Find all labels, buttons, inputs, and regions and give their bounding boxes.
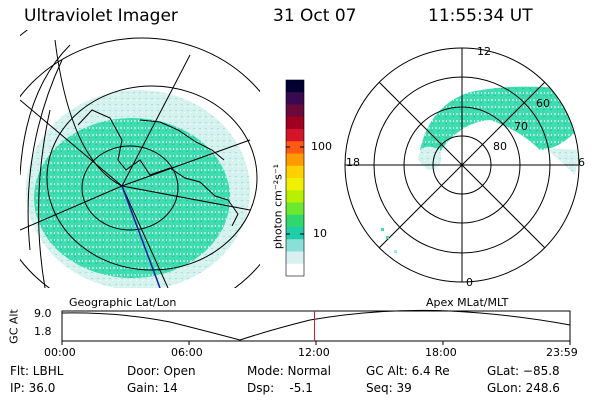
colorbar-segment (286, 80, 304, 93)
info-dsp: Dsp: -5.1 (247, 381, 313, 395)
info-gc-alt: GC Alt: 6.4 Re (366, 364, 450, 378)
lat-circle-mid (46, 85, 258, 271)
terminator-curves (20, 44, 71, 288)
info-glat: GLat: −85.8 (487, 364, 560, 378)
colorbar-segment (286, 129, 304, 142)
timeline-xtick-4: 23:59 (546, 346, 578, 359)
lat-circle-outer (20, 37, 260, 288)
time-label: 11:55:34 UT (428, 6, 533, 26)
colorbar-segment (286, 202, 304, 216)
timeline-xtick-1: 06:00 (171, 346, 203, 359)
colorbar-tick-10: 10 (313, 227, 327, 240)
polar-aurora (420, 86, 579, 152)
polar-map (344, 47, 580, 283)
coastline-2 (139, 119, 225, 161)
geographic-map (20, 30, 260, 288)
altitude-timeline (61, 309, 571, 345)
timeline-ytick-bottom: 1.8 (34, 325, 52, 338)
colorbar (285, 79, 305, 277)
lat-label-60: 60 (536, 97, 550, 110)
date-label: 31 Oct 07 (273, 6, 357, 26)
colorbar-segment (286, 141, 304, 154)
info-filter: Flt: LBHL (10, 364, 64, 378)
info-gain: Gain: 14 (127, 381, 178, 395)
left-aurora-blob (34, 118, 230, 278)
colorbar-segment (286, 263, 304, 277)
info-ip: IP: 36.0 (10, 381, 56, 395)
timeline-xtick-3: 18:00 (425, 346, 457, 359)
info-glon: GLon: 248.6 (487, 381, 560, 395)
colorbar-segment (286, 104, 304, 118)
timeline-xtick-0: 00:00 (44, 346, 76, 359)
colorbar-segment (286, 227, 304, 240)
colorbar-segment (286, 92, 304, 105)
altitude-curve (61, 309, 571, 341)
colorbar-label: photon cm⁻²s⁻¹ (271, 163, 285, 250)
info-seq: Seq: 39 (366, 381, 412, 395)
timeline-xtick-2: 12:00 (298, 346, 330, 359)
colorbar-segment (286, 153, 304, 167)
colorbar-segment (286, 165, 304, 179)
lat-label-80: 80 (493, 140, 507, 153)
colorbar-segment (286, 190, 304, 203)
lat-label-70: 70 (514, 120, 528, 133)
colorbar-segment (286, 116, 304, 130)
timeline-ytick-top: 9.0 (34, 307, 52, 320)
colorbar-segment (286, 251, 304, 265)
timeline-ylabel: GC Alt (7, 309, 21, 344)
mlt-label-12: 12 (477, 45, 491, 58)
left-map-caption: Geographic Lat/Lon (69, 296, 177, 309)
mlt-label-18: 18 (346, 156, 360, 169)
coastline (77, 109, 239, 227)
lat-circle-inner (81, 145, 179, 231)
right-map-caption: Apex MLat/MLT (426, 296, 509, 309)
colorbar-segment (286, 239, 304, 252)
colorbar-segment (286, 178, 304, 191)
info-door: Door: Open (127, 364, 196, 378)
orbit-track (121, 185, 161, 288)
info-mode: Mode: Normal (247, 364, 331, 378)
app-title: Ultraviolet Imager (24, 6, 178, 26)
colorbar-segment (286, 214, 304, 228)
mlt-label-6: 6 (578, 156, 585, 169)
mlt-label-0: 0 (466, 276, 473, 289)
colorbar-tick-100: 100 (311, 140, 332, 153)
